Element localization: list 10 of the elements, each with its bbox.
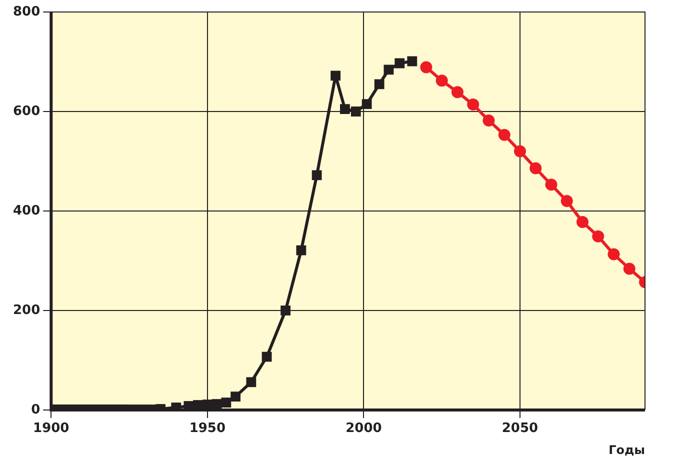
y-tick-label: 800 [12,4,40,20]
x-tick-label: 1950 [189,421,226,436]
y-tick-label: 200 [12,302,40,318]
x-axis-title: Годы [608,442,645,457]
x-tick-label: 1900 [33,421,70,436]
x-tick-label: 2000 [346,421,382,436]
y-tick-label: 600 [12,104,40,119]
y-tick-label: 0 [31,402,40,418]
y-tick-label: 400 [12,203,40,218]
x-tick-label: 2050 [502,421,538,436]
